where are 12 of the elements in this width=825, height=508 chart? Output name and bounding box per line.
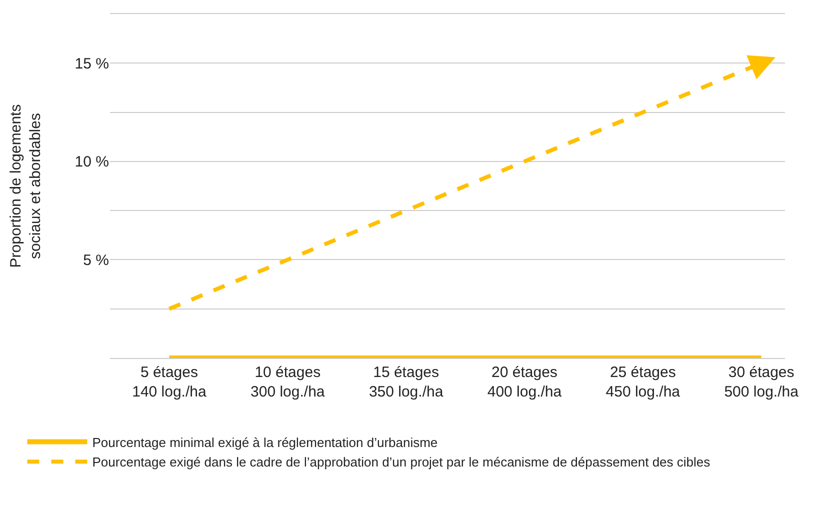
- legend-label: Pourcentage exigé dans le cadre de l’approbation d’un projet par le mécanisme de dépassement des cibles: [92, 454, 711, 470]
- x-tick-label: 20 étages 400 log./ha: [487, 364, 562, 400]
- x-tick-label: 5 étages 140 log./ha: [132, 364, 207, 400]
- x-tick-label: 15 étages 350 log./ha: [368, 364, 444, 400]
- y-tick-label: 5 %: [83, 252, 109, 269]
- x-tick-label: 25 étages 450 log./ha: [606, 364, 681, 400]
- y-tick-label: 15 %: [74, 55, 109, 72]
- legend-label: Pourcentage minimal exigé à la réglementation d’urbanisme: [92, 434, 438, 450]
- y-tick-label: 10 %: [74, 154, 109, 171]
- x-tick-label: 10 étages 300 log./ha: [250, 364, 326, 400]
- y-axis-title: Proportion de logements sociaux et abordables: [8, 104, 44, 268]
- x-tick-label: 30 étages 500 log./ha: [724, 364, 800, 400]
